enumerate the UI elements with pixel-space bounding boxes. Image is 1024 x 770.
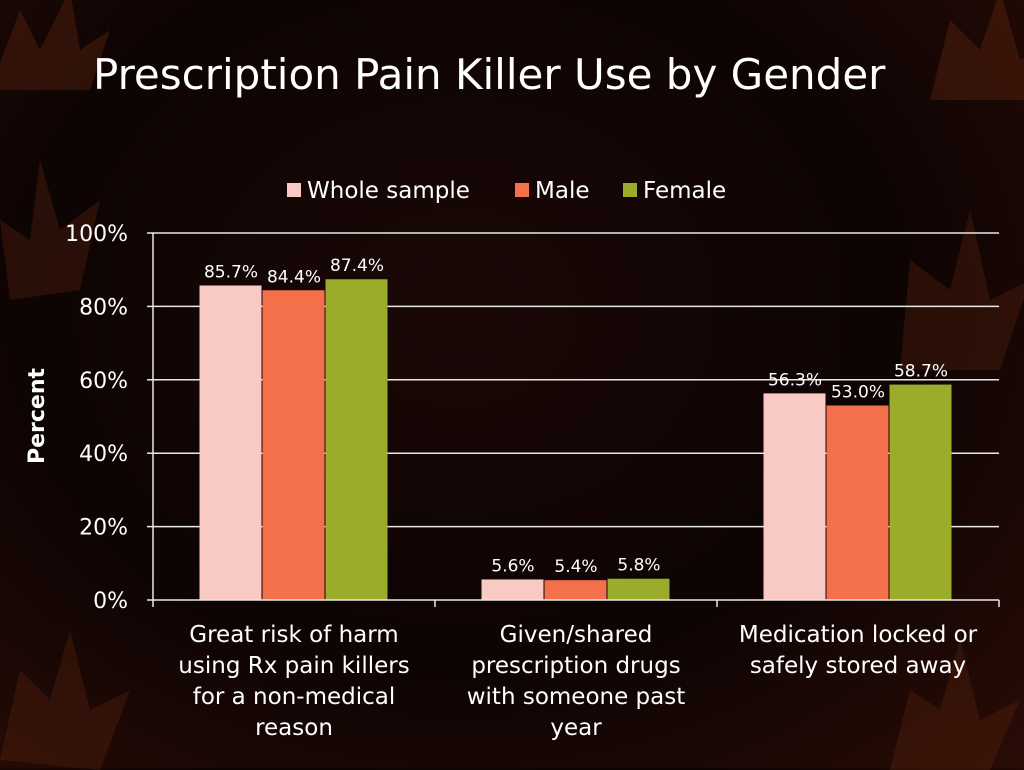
legend-label: Whole sample [307,178,470,204]
data-label: 56.3% [768,370,822,390]
slide-title: Prescription Pain Killer Use by Gender [93,50,886,99]
bar-female [889,384,952,600]
bars [199,279,952,600]
leaf-decoration-icon [890,640,1020,770]
x-category-label: prescription drugs [471,653,680,679]
data-label: 85.7% [204,262,258,282]
bar-whole-sample [763,393,826,600]
leaf-decoration-icon [930,0,1024,100]
x-category-label: for a non-medical [193,684,396,710]
x-category-label: Given/shared [500,622,653,648]
y-tick-label: 80% [79,295,128,320]
y-tick-label: 100% [65,222,128,247]
leaf-decoration-icon [0,630,130,770]
x-category-label: with someone past [467,684,686,710]
legend-label: Female [643,178,726,204]
y-tick-label: 40% [79,442,128,467]
data-label: 58.7% [894,362,948,382]
x-category-label: Medication locked or [739,622,978,648]
data-label: 5.8% [617,556,660,576]
bar-whole-sample [199,285,262,600]
bar-male [826,405,889,600]
leaf-decoration-icon [900,210,1024,370]
axes: 0% 20% 40% 60% 80% 100% Great risk of harm usin… [65,222,1000,741]
x-category-label: year [550,715,602,741]
y-tick-label: 20% [79,516,128,541]
data-label: 87.4% [330,256,384,276]
data-label: 53.0% [831,382,885,402]
y-axis-title: Percent [25,368,50,465]
x-category-label: reason [255,715,333,741]
data-label: 5.6% [491,556,534,576]
bar-female [607,578,670,600]
leaf-decoration-icon [0,0,110,90]
data-label: 84.4% [267,267,321,287]
leaf-decoration-icon [0,160,100,300]
bar-whole-sample [481,579,544,600]
legend-swatch [515,183,529,197]
bar-female [325,279,388,600]
y-tick-label: 0% [93,589,128,614]
bar-male [544,580,607,600]
bar-male [262,290,325,600]
legend-label: Male [535,178,589,204]
legend: Whole sample Male Female [287,178,726,204]
data-label: 5.4% [554,557,597,577]
legend-swatch [287,183,301,197]
x-category-label: Great risk of harm [189,622,398,648]
x-category-label: using Rx pain killers [178,653,409,679]
y-tick-label: 60% [79,369,128,394]
legend-swatch [623,183,637,197]
x-category-label: safely stored away [750,653,966,679]
data-labels: 85.7% 84.4% 87.4% 5.6% 5.4% 5.8% 56.3% 53.0% 58.… [204,256,948,577]
